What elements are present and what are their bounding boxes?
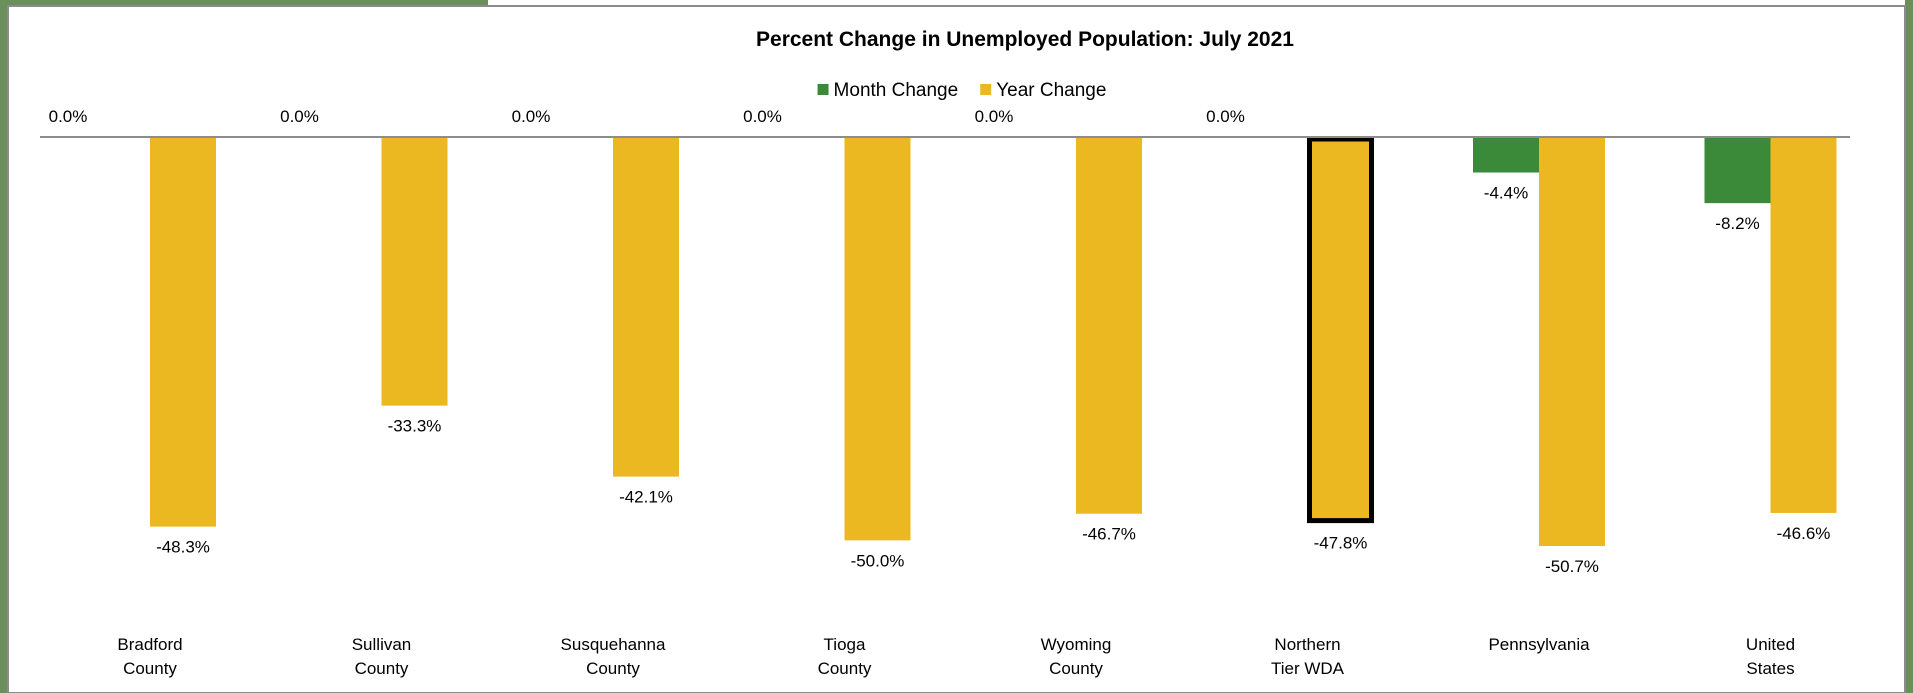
legend: Month Change Year Change bbox=[817, 80, 1106, 101]
data-label-month-change-susquehanna-county: 0.0% bbox=[512, 107, 551, 126]
data-label-year-change-northern-tier-wda: -47.8% bbox=[1314, 534, 1368, 553]
frame-top-accent bbox=[0, 0, 488, 6]
data-label-year-change-susquehanna-county: -42.1% bbox=[619, 488, 673, 507]
category-label-line: County bbox=[123, 659, 177, 678]
bar-year-change-pennsylvania bbox=[1539, 137, 1605, 546]
category-label-line: County bbox=[586, 659, 640, 678]
data-label-month-change-tioga-county: 0.0% bbox=[743, 107, 782, 126]
category-label-line: Northern bbox=[1274, 635, 1340, 654]
plot-border bbox=[7, 5, 1906, 693]
bar-month-change-pennsylvania bbox=[1473, 137, 1539, 173]
bar-year-change-bradford-county bbox=[150, 137, 216, 527]
category-label-line: Bradford bbox=[117, 635, 182, 654]
data-label-month-change-bradford-county: 0.0% bbox=[49, 107, 88, 126]
bars-layer bbox=[150, 136, 1837, 546]
category-label-united-states: United States bbox=[1746, 635, 1795, 678]
legend-swatch-month-change bbox=[817, 84, 829, 95]
legend-label-month-change: Month Change bbox=[834, 80, 959, 101]
category-label-pennsylvania: Pennsylvania bbox=[1488, 635, 1590, 654]
bar-year-change-sullivan-county bbox=[381, 137, 448, 406]
data-label-year-change-pennsylvania: -50.7% bbox=[1545, 557, 1599, 576]
category-label-tioga-county: Tioga County bbox=[818, 635, 872, 678]
data-label-year-change-wyoming-county: -46.7% bbox=[1082, 525, 1136, 544]
data-label-year-change-sullivan-county: -33.3% bbox=[388, 417, 442, 436]
category-label-line: United bbox=[1746, 635, 1795, 654]
bar-year-change-wyoming-county bbox=[1076, 137, 1142, 514]
data-label-month-change-pennsylvania: -4.4% bbox=[1484, 183, 1528, 202]
category-label-line: Susquehanna bbox=[561, 635, 666, 654]
bar-year-change-tioga-county bbox=[844, 137, 911, 541]
category-label-line: County bbox=[1049, 659, 1103, 678]
data-label-month-change-wyoming-county: 0.0% bbox=[975, 107, 1014, 126]
chart-title: Percent Change in Unemployed Population:… bbox=[756, 28, 1294, 51]
category-label-wyoming-county: Wyoming County bbox=[1041, 635, 1112, 678]
bar-month-change-united-states bbox=[1704, 137, 1771, 204]
category-label-line: County bbox=[355, 659, 409, 678]
data-label-year-change-tioga-county: -50.0% bbox=[851, 551, 905, 570]
category-label-line: Pennsylvania bbox=[1488, 635, 1590, 654]
category-label-sullivan-county: Sullivan County bbox=[352, 635, 412, 678]
data-label-year-change-bradford-county: -48.3% bbox=[156, 538, 210, 557]
data-labels-layer: 0.0% -48.3% 0.0% -33.3% 0.0% -42.1% 0.0% -50.0%… bbox=[49, 107, 1831, 576]
data-label-month-change-sullivan-county: 0.0% bbox=[280, 107, 319, 126]
frame-right-accent bbox=[1905, 0, 1913, 693]
category-label-line: States bbox=[1746, 659, 1794, 678]
frame-left-accent bbox=[0, 0, 8, 693]
category-label-bradford-county: Bradford County bbox=[117, 635, 182, 678]
data-label-year-change-united-states: -46.6% bbox=[1777, 524, 1831, 543]
category-label-line: Sullivan bbox=[352, 635, 412, 654]
bar-year-change-northern-tier-wda bbox=[1307, 136, 1374, 524]
bar-year-change-susquehanna-county bbox=[613, 137, 679, 477]
category-label-line: County bbox=[818, 659, 872, 678]
category-label-line: Tioga bbox=[824, 635, 866, 654]
category-label-line: Wyoming bbox=[1041, 635, 1112, 654]
data-label-month-change-united-states: -8.2% bbox=[1715, 214, 1759, 233]
category-label-line: Tier WDA bbox=[1271, 659, 1345, 678]
legend-label-year-change: Year Change bbox=[996, 80, 1106, 101]
legend-swatch-year-change bbox=[980, 84, 992, 95]
category-label-northern-tier-wda: Northern Tier WDA bbox=[1271, 635, 1345, 678]
category-label-susquehanna-county: Susquehanna County bbox=[561, 635, 666, 678]
category-labels-layer: Bradford County Sullivan County Susquehanna C… bbox=[117, 635, 1795, 678]
bar-year-change-united-states bbox=[1770, 137, 1837, 513]
data-label-month-change-northern-tier-wda: 0.0% bbox=[1206, 107, 1245, 126]
